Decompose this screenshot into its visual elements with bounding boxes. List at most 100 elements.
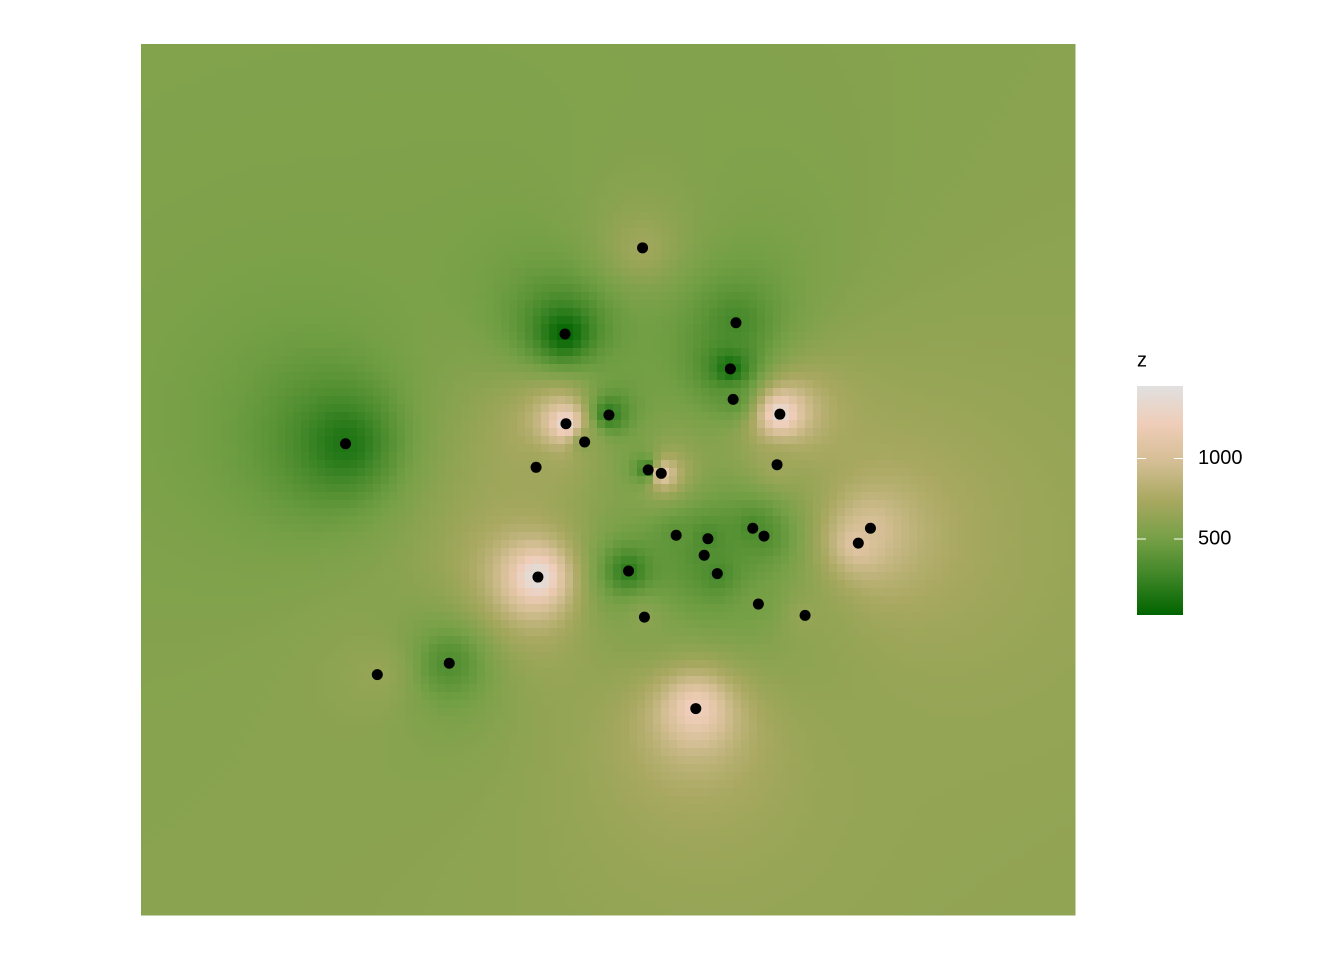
raster-cell (773, 340, 782, 349)
raster-cell (973, 108, 982, 117)
raster-cell (237, 132, 246, 141)
raster-cell (669, 52, 678, 61)
raster-cell (941, 124, 950, 133)
raster-cell (589, 156, 598, 165)
raster-cell (485, 380, 494, 389)
raster-cell (981, 292, 990, 301)
raster-cell (221, 204, 230, 213)
raster-cell (725, 244, 734, 253)
raster-cell (1045, 212, 1054, 221)
raster-cell (373, 116, 382, 125)
raster-cell (469, 380, 478, 389)
raster-cell (157, 116, 166, 125)
raster-cell (341, 332, 350, 341)
raster-cell (357, 156, 366, 165)
raster-cell (413, 188, 422, 197)
raster-cell (901, 204, 910, 213)
raster-cell (445, 364, 454, 373)
raster-cell (525, 132, 534, 141)
raster-cell (261, 100, 270, 109)
raster-cell (845, 84, 854, 93)
raster-cell (1029, 68, 1038, 77)
raster-cell (1029, 76, 1038, 85)
raster-cell (885, 364, 894, 373)
raster-cell (1013, 268, 1022, 277)
raster-cell (693, 76, 702, 85)
raster-cell (173, 100, 182, 109)
raster-cell (1029, 156, 1038, 165)
raster-cell (829, 140, 838, 149)
raster-cell (685, 116, 694, 125)
raster-cell (813, 180, 822, 189)
raster-cell (413, 244, 422, 253)
raster-cell (629, 44, 638, 53)
raster-cell (653, 60, 662, 69)
raster-cell (237, 92, 246, 101)
raster-cell (909, 164, 918, 173)
raster-cell (413, 132, 422, 141)
raster-cell (797, 196, 806, 205)
raster-cell (613, 52, 622, 61)
raster-cell (669, 332, 678, 341)
raster-cell (925, 364, 934, 373)
raster-cell (189, 76, 198, 85)
raster-cell (197, 60, 206, 69)
raster-cell (477, 116, 486, 125)
raster-cell (301, 268, 310, 277)
raster-cell (709, 228, 718, 237)
raster-cell (597, 76, 606, 85)
raster-cell (621, 236, 630, 245)
raster-cell (293, 364, 302, 373)
raster-cell (597, 188, 606, 197)
raster-cell (853, 372, 862, 381)
raster-cell (829, 244, 838, 253)
raster-cell (1005, 300, 1014, 309)
raster-cell (541, 276, 550, 285)
raster-cell (677, 276, 686, 285)
raster-cell (741, 212, 750, 221)
raster-cell (805, 284, 814, 293)
raster-cell (741, 340, 750, 349)
raster-cell (813, 52, 822, 61)
raster-cell (301, 284, 310, 293)
raster-cell (397, 84, 406, 93)
raster-cell (933, 316, 942, 325)
raster-cell (141, 212, 150, 221)
raster-cell (301, 236, 310, 245)
raster-cell (173, 236, 182, 245)
raster-cell (789, 108, 798, 117)
raster-cell (597, 324, 606, 333)
raster-cell (653, 308, 662, 317)
raster-cell (189, 332, 198, 341)
raster-cell (349, 132, 358, 141)
raster-cell (621, 76, 630, 85)
raster-cell (989, 156, 998, 165)
raster-cell (813, 252, 822, 261)
raster-cell (917, 132, 926, 141)
raster-cell (189, 52, 198, 61)
raster-cell (1061, 268, 1070, 277)
raster-cell (1053, 204, 1062, 213)
raster-cell (1021, 116, 1030, 125)
raster-cell (629, 324, 638, 333)
raster-cell (909, 156, 918, 165)
raster-cell (445, 284, 454, 293)
raster-cell (973, 260, 982, 269)
raster-cell (741, 380, 750, 389)
raster-cell (933, 348, 942, 357)
raster-cell (309, 252, 318, 261)
raster-cell (333, 212, 342, 221)
raster-cell (629, 340, 638, 349)
raster-cell (653, 236, 662, 245)
raster-cell (1045, 156, 1054, 165)
raster-cell (293, 164, 302, 173)
raster-cell (957, 84, 966, 93)
raster-cell (557, 52, 566, 61)
raster-cell (269, 244, 278, 253)
raster-cell (773, 60, 782, 69)
raster-cell (157, 380, 166, 389)
raster-cell (693, 84, 702, 93)
raster-cell (909, 260, 918, 269)
raster-cell (1061, 220, 1070, 229)
raster-cell (557, 356, 566, 365)
